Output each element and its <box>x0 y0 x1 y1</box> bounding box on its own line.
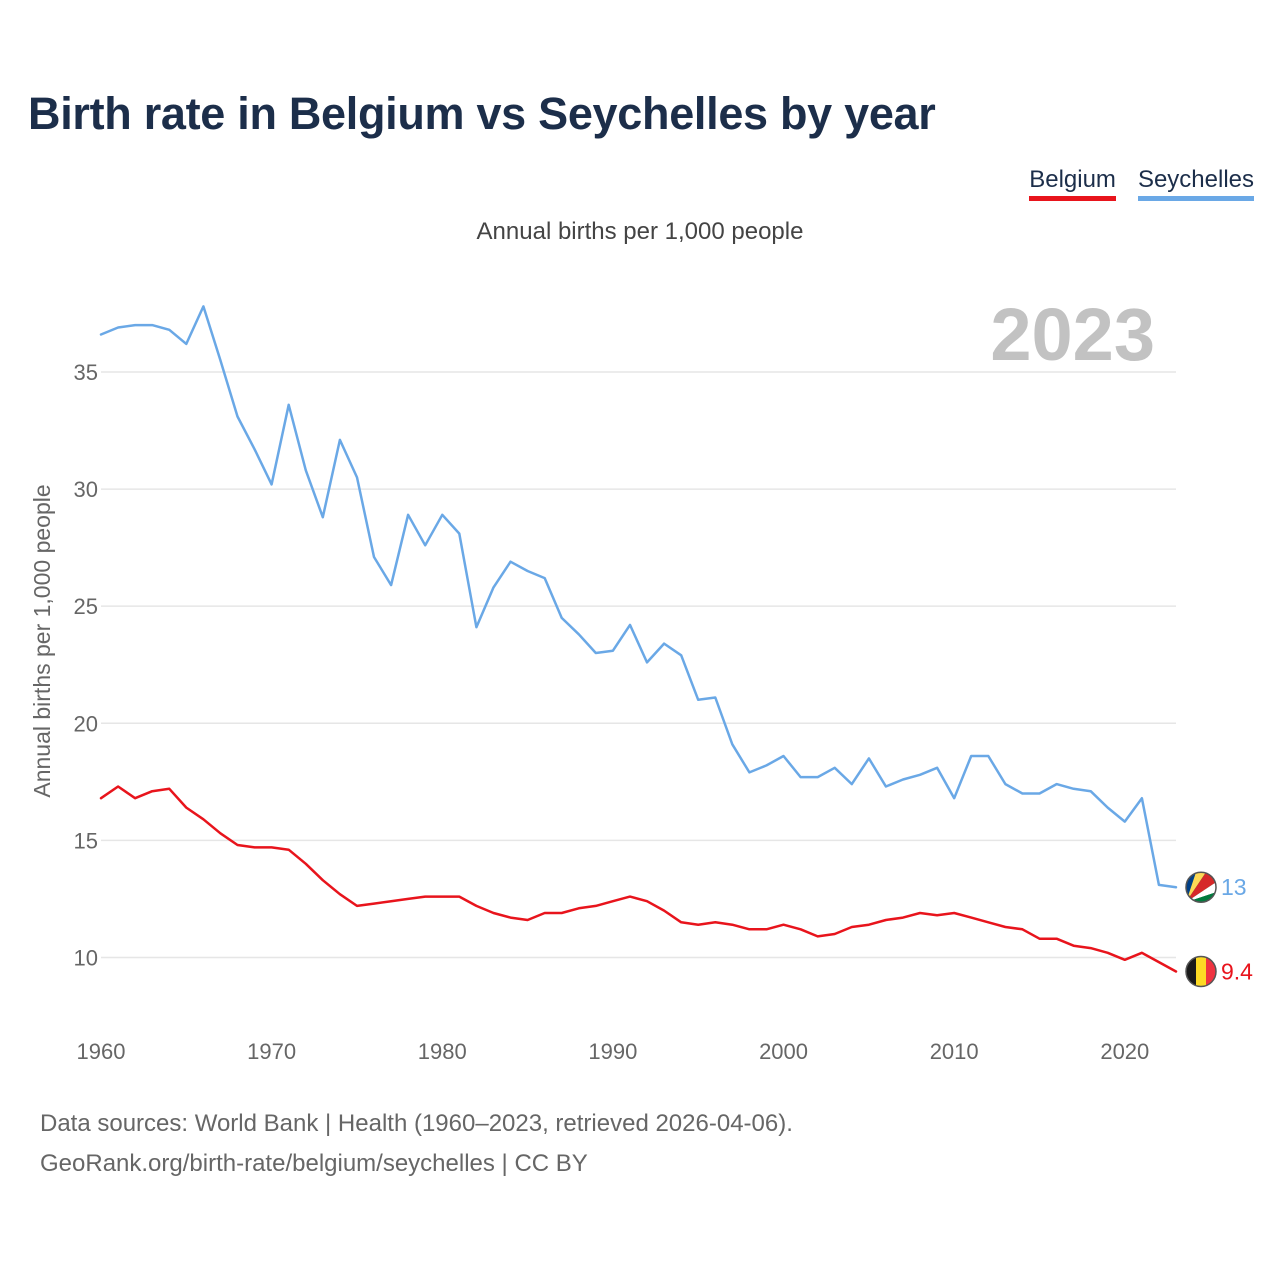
y-tick-label-35: 35 <box>74 360 98 385</box>
belgium-flag-icon <box>1185 955 1217 988</box>
x-tick-label-2000: 2000 <box>759 1039 808 1064</box>
series-line-seychelles[interactable] <box>99 305 1178 889</box>
y-tick-label-25: 25 <box>74 594 98 619</box>
y-tick-label-30: 30 <box>74 477 98 502</box>
series-points-belgium <box>98 783 1179 974</box>
legend: Belgium Seychelles <box>1029 166 1254 201</box>
legend-item-seychelles[interactable]: Seychelles <box>1137 166 1254 201</box>
chart-subtitle: Annual births per 1,000 people <box>476 218 804 245</box>
footer-source: Data sources: World Bank | Health (1960–… <box>40 1110 793 1137</box>
x-tick-label-1990: 1990 <box>588 1039 637 1064</box>
x-tick-label-2020: 2020 <box>1100 1039 1149 1064</box>
footer: Data sources: World Bank | Health (1960–… <box>40 1104 793 1184</box>
axis-ticks: 10 15 20 25 30 35 1960 1970 1980 1990 2000 2010 2020 <box>74 360 1150 1064</box>
x-tick-label-2010: 2010 <box>930 1039 979 1064</box>
y-axis-title: Annual births per 1,000 people <box>29 484 55 797</box>
y-tick-label-10: 10 <box>74 945 98 970</box>
footer-link[interactable]: GeoRank.org/birth-rate/belgium/seychelle… <box>40 1150 588 1177</box>
y-tick-label-15: 15 <box>74 828 98 853</box>
gridlines <box>101 371 1176 959</box>
end-markers: 9.4 13 <box>1185 871 1253 988</box>
seychelles-flag-icon <box>1185 871 1217 903</box>
year-label: 2023 <box>990 293 1155 376</box>
x-tick-label-1960: 1960 <box>77 1039 126 1064</box>
y-tick-label-20: 20 <box>74 711 98 736</box>
chart-title: Birth rate in Belgium vs Seychelles by y… <box>28 88 936 139</box>
series-points-seychelles <box>98 303 1179 890</box>
legend-item-belgium[interactable]: Belgium <box>1029 166 1116 201</box>
series-lines <box>98 303 1179 974</box>
series-line-belgium[interactable] <box>99 785 1178 973</box>
end-label-seychelles: 13 <box>1221 874 1247 900</box>
x-tick-label-1980: 1980 <box>418 1039 467 1064</box>
end-label-belgium: 9.4 <box>1221 959 1253 985</box>
x-tick-label-1970: 1970 <box>247 1039 296 1064</box>
